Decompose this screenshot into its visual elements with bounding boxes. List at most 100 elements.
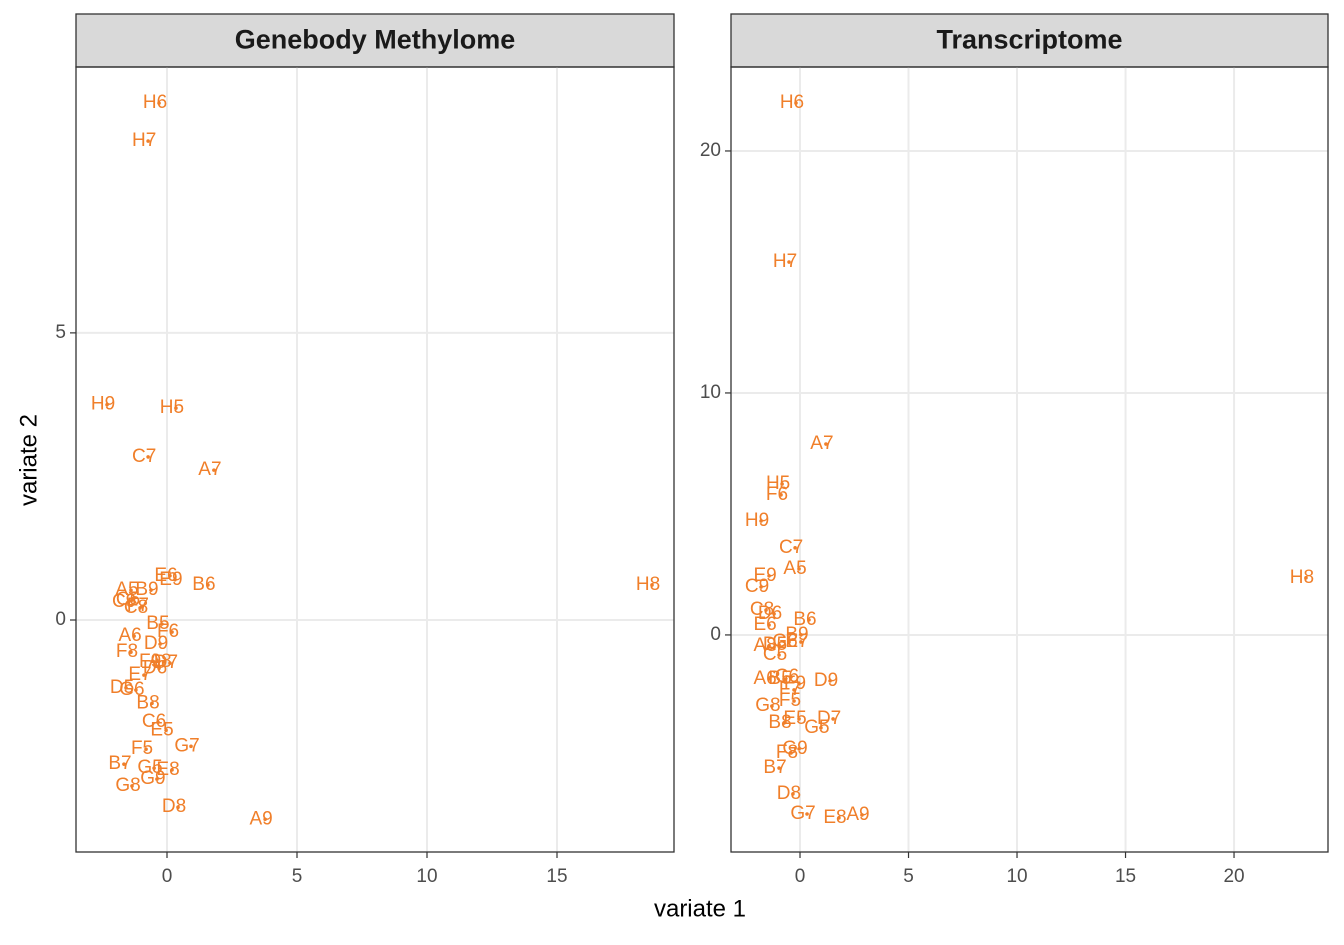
x-tick-label: 0 [795,866,806,887]
point-label: A5 [115,579,138,600]
panel-border [75,66,675,853]
panel-border [730,66,1329,853]
point [162,660,166,664]
point-label: D7 [817,708,841,729]
point [789,751,793,755]
point [797,682,801,686]
point [828,679,832,683]
point-label: E6 [753,614,776,635]
point [142,673,146,677]
point [263,817,267,822]
x-tick-label: 0 [162,866,173,887]
point-label: H5 [766,473,790,494]
point [170,630,174,634]
point [158,642,162,646]
point [792,699,796,703]
point-label: H9 [91,394,115,415]
point-label: D7 [154,652,178,673]
point-label: A6 [753,668,776,689]
strip-title: Transcriptome [936,25,1122,55]
point [126,600,130,605]
point-label: E9 [753,565,776,586]
point [782,721,786,725]
point-label: H6 [780,92,804,113]
point [860,813,864,817]
point [819,726,823,730]
point-label: E5 [783,708,806,729]
point-label: G9 [782,738,807,759]
point-label: G5 [804,717,829,738]
point [791,792,795,796]
point-label: G7 [174,735,199,756]
point-label: E6 [154,565,177,586]
point-label: D9 [144,633,168,654]
point-label: C6 [775,666,799,687]
point-label: F8 [116,641,138,662]
point-label: F6 [157,621,179,642]
point [150,701,154,706]
point-label: E5 [150,719,173,740]
point-label: C9 [112,591,136,612]
point [807,618,811,622]
point-label: B6 [192,574,215,595]
point-label: B5 [768,668,791,689]
point [799,640,803,644]
point [792,688,796,692]
point [132,634,136,638]
point-label: A9 [846,804,869,825]
point-label: F8 [776,742,798,763]
panel-background [76,67,674,852]
point [157,666,161,671]
point [212,468,216,472]
point-label: D5 [763,634,787,655]
point [767,644,771,648]
point [144,747,148,752]
point-label: E8 [156,759,179,780]
point [168,661,172,665]
point [764,608,768,612]
point-label: D8 [777,783,801,804]
point [759,519,763,523]
point-label: H8 [1290,567,1314,588]
point-label: F5 [779,690,801,711]
point-label: A8 [753,635,776,656]
y-tick-label: 20 [700,140,721,161]
point-label: E8 [823,807,846,828]
point-label: C8 [124,597,148,618]
point-label: C7 [132,446,156,467]
point-label: G6 [119,679,144,700]
point-label: C5 [116,589,140,610]
point-label: D6 [758,603,782,624]
point [173,578,177,582]
point-label: B8 [136,692,159,713]
strip [730,13,1329,68]
point [770,704,774,708]
point-label: B9 [135,579,158,600]
point-label: H8 [636,574,660,595]
point-label: H6 [143,92,167,113]
point-label: C9 [745,576,769,597]
point [170,768,174,772]
point-label: G5 [137,757,162,778]
point-label: B7 [763,757,786,778]
point-label: A5 [783,558,806,579]
point-label: F7 [779,679,801,700]
point [777,653,781,657]
point [129,588,133,592]
point-label: A7 [198,459,221,480]
point [156,720,160,725]
y-tick-label: 5 [55,322,66,343]
point [789,675,793,679]
point [146,455,150,459]
point-label: G8 [755,695,780,716]
point-label: A9 [249,808,272,829]
point [650,583,654,587]
point [767,574,771,578]
point-label: E7 [785,631,808,652]
point [797,747,801,751]
point [767,623,771,627]
point-label: G8 [115,775,140,796]
point [837,816,841,820]
x-tick-label: 10 [1006,866,1027,887]
point [122,762,126,766]
